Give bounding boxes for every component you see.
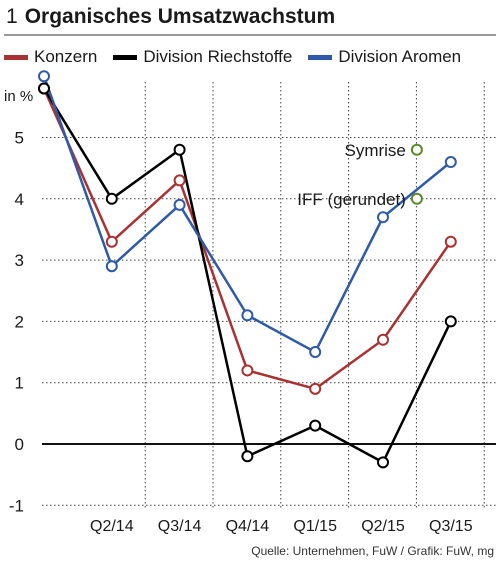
chart-number: 1: [6, 5, 18, 28]
chart-title: 1 Organisches Umsatzwachstum: [6, 4, 335, 30]
legend-item-konzern: Konzern: [4, 47, 97, 67]
y-tick-label: -1: [9, 496, 24, 515]
peer-label: IFF (gerundet): [297, 190, 406, 209]
data-point: [105, 192, 118, 205]
data-point: [377, 211, 389, 224]
data-point: [173, 174, 186, 187]
data-point: [444, 315, 457, 328]
y-tick-label: 3: [15, 251, 24, 270]
annotations-layer: Symrise IFF (gerundet): [297, 141, 423, 209]
data-point: [309, 419, 322, 432]
series-layer: [38, 70, 457, 469]
data-point: [105, 235, 118, 248]
data-point: [444, 156, 457, 169]
data-point: [241, 450, 254, 463]
peer-marker: [410, 192, 423, 205]
data-point: [309, 382, 322, 395]
series-line-0: [42, 87, 452, 391]
x-tick-label: Q1/15: [293, 518, 337, 535]
y-tick-label: 1: [15, 374, 24, 393]
data-point: [105, 260, 118, 273]
legend-label-konzern: Konzern: [34, 47, 98, 66]
x-tick-label: Q4/14: [226, 518, 270, 535]
peer-marker: [410, 143, 423, 156]
legend-label-aromen: Division Aromen: [338, 47, 462, 66]
legend-item-aromen: Division Aromen: [308, 47, 461, 67]
legend-swatch-aromen: [308, 54, 333, 60]
source-note: Quelle: Unternehmen, FuW / Grafik: FuW, …: [251, 544, 494, 558]
axes: -1 0 1 2 3 4 5 in % Q2/14 Q3/14 Q4/14 Q1/15 Q2/15 Q3/…: [4, 88, 496, 535]
data-point: [241, 309, 254, 322]
data-point: [377, 456, 389, 469]
peer-label: Symrise: [344, 141, 405, 160]
data-point: [377, 333, 389, 346]
legend: Konzern Division Riechstoffe Division Ar…: [4, 47, 477, 67]
y-tick-label: 4: [15, 190, 24, 209]
legend-swatch-riechstoffe: [113, 54, 138, 60]
grid-lines: [42, 82, 496, 510]
legend-label-riechstoffe: Division Riechstoffe: [143, 47, 293, 66]
y-axis-unit-label: in %: [4, 88, 33, 105]
data-point: [241, 364, 254, 377]
data-point: [173, 143, 186, 156]
y-tick-label: 0: [15, 435, 24, 454]
y-tick-label: 2: [15, 312, 24, 331]
legend-item-riechstoffe: Division Riechstoffe: [113, 47, 292, 67]
data-point: [309, 346, 322, 359]
data-point: [173, 198, 186, 211]
chart-title-text: Organisches Umsatzwachstum: [24, 5, 336, 28]
legend-swatch-konzern: [4, 54, 28, 60]
x-tick-label: Q3/14: [158, 518, 202, 535]
data-point: [444, 235, 457, 248]
y-tick-label: 5: [15, 129, 24, 148]
x-tick-label: Q2/14: [90, 518, 134, 535]
x-tick-label: Q2/15: [361, 518, 405, 535]
data-point: [38, 70, 50, 83]
data-point: [38, 82, 50, 95]
x-tick-label: Q3/15: [429, 518, 473, 535]
